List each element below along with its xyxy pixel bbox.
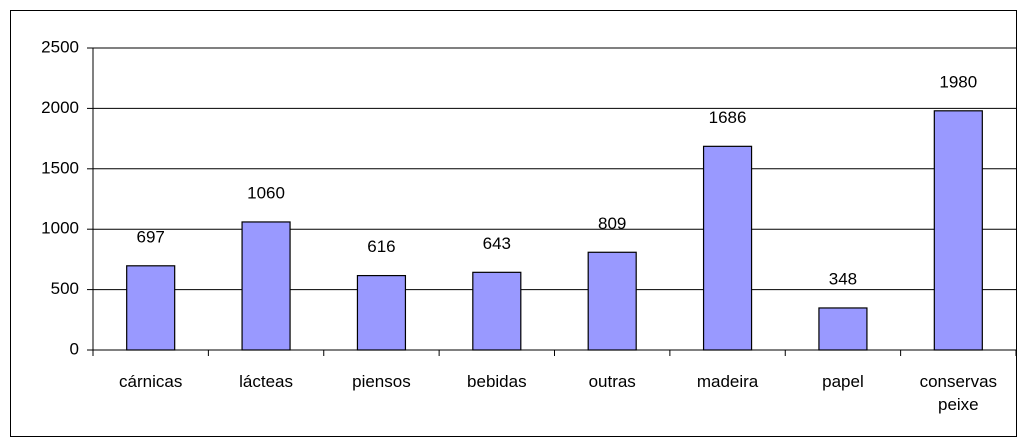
bar [933,110,983,351]
data-label: 643 [483,234,511,253]
y-tick-label: 2500 [41,37,79,56]
bar [818,307,868,351]
x-tick-label: outras [588,372,636,391]
y-tick-label: 2000 [41,98,79,117]
bar [702,145,753,351]
bar [356,274,407,351]
bar [472,271,522,351]
data-label: 1060 [247,183,285,202]
bar [126,265,176,351]
x-tick-label: lácteas [239,372,293,391]
chart-frame [10,10,1017,437]
x-tick-label: madeira [696,372,759,391]
bar [587,251,637,351]
x-tick-label: piensos [352,372,411,391]
x-tick-label: cárnicas [119,372,183,391]
data-label: 1686 [709,108,747,127]
data-label: 1980 [939,72,977,91]
data-label: 809 [598,214,626,233]
y-tick-label: 1500 [41,158,79,177]
data-label: 348 [829,269,857,288]
y-tick-label: 500 [51,279,79,298]
x-tick-label: papel [822,372,864,391]
x-tick-label: conservas peixe [919,372,998,414]
data-label: 697 [137,227,165,246]
x-tick-label: bebidas [467,372,527,391]
y-tick-label: 1000 [41,219,79,238]
bar [241,221,291,351]
y-tick-label: 0 [70,339,79,358]
data-label: 616 [367,237,395,256]
